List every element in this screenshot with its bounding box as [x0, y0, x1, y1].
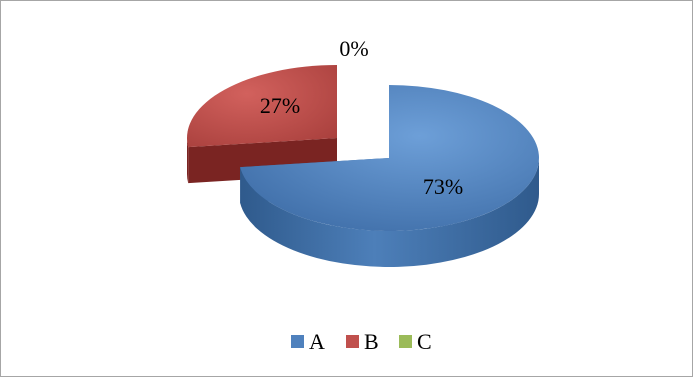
slice-side	[240, 158, 539, 268]
legend-item-c: C	[399, 329, 432, 354]
legend-swatch	[291, 335, 304, 348]
legend-label: C	[417, 329, 432, 354]
data-label-a: 73%	[423, 174, 463, 199]
slice-side	[187, 138, 189, 184]
legend-swatch	[346, 335, 359, 348]
slice-top	[187, 65, 337, 148]
legend-swatch	[399, 335, 412, 348]
data-label-c: 0%	[339, 36, 368, 61]
legend-item-b: B	[346, 329, 379, 354]
legend: A B C	[291, 329, 432, 354]
legend-label: B	[364, 329, 379, 354]
legend-label: A	[309, 329, 325, 354]
pie-slice-a	[240, 85, 540, 268]
data-label-b: 27%	[260, 93, 300, 118]
slice-top	[240, 85, 540, 231]
legend-item-a: A	[291, 329, 325, 354]
